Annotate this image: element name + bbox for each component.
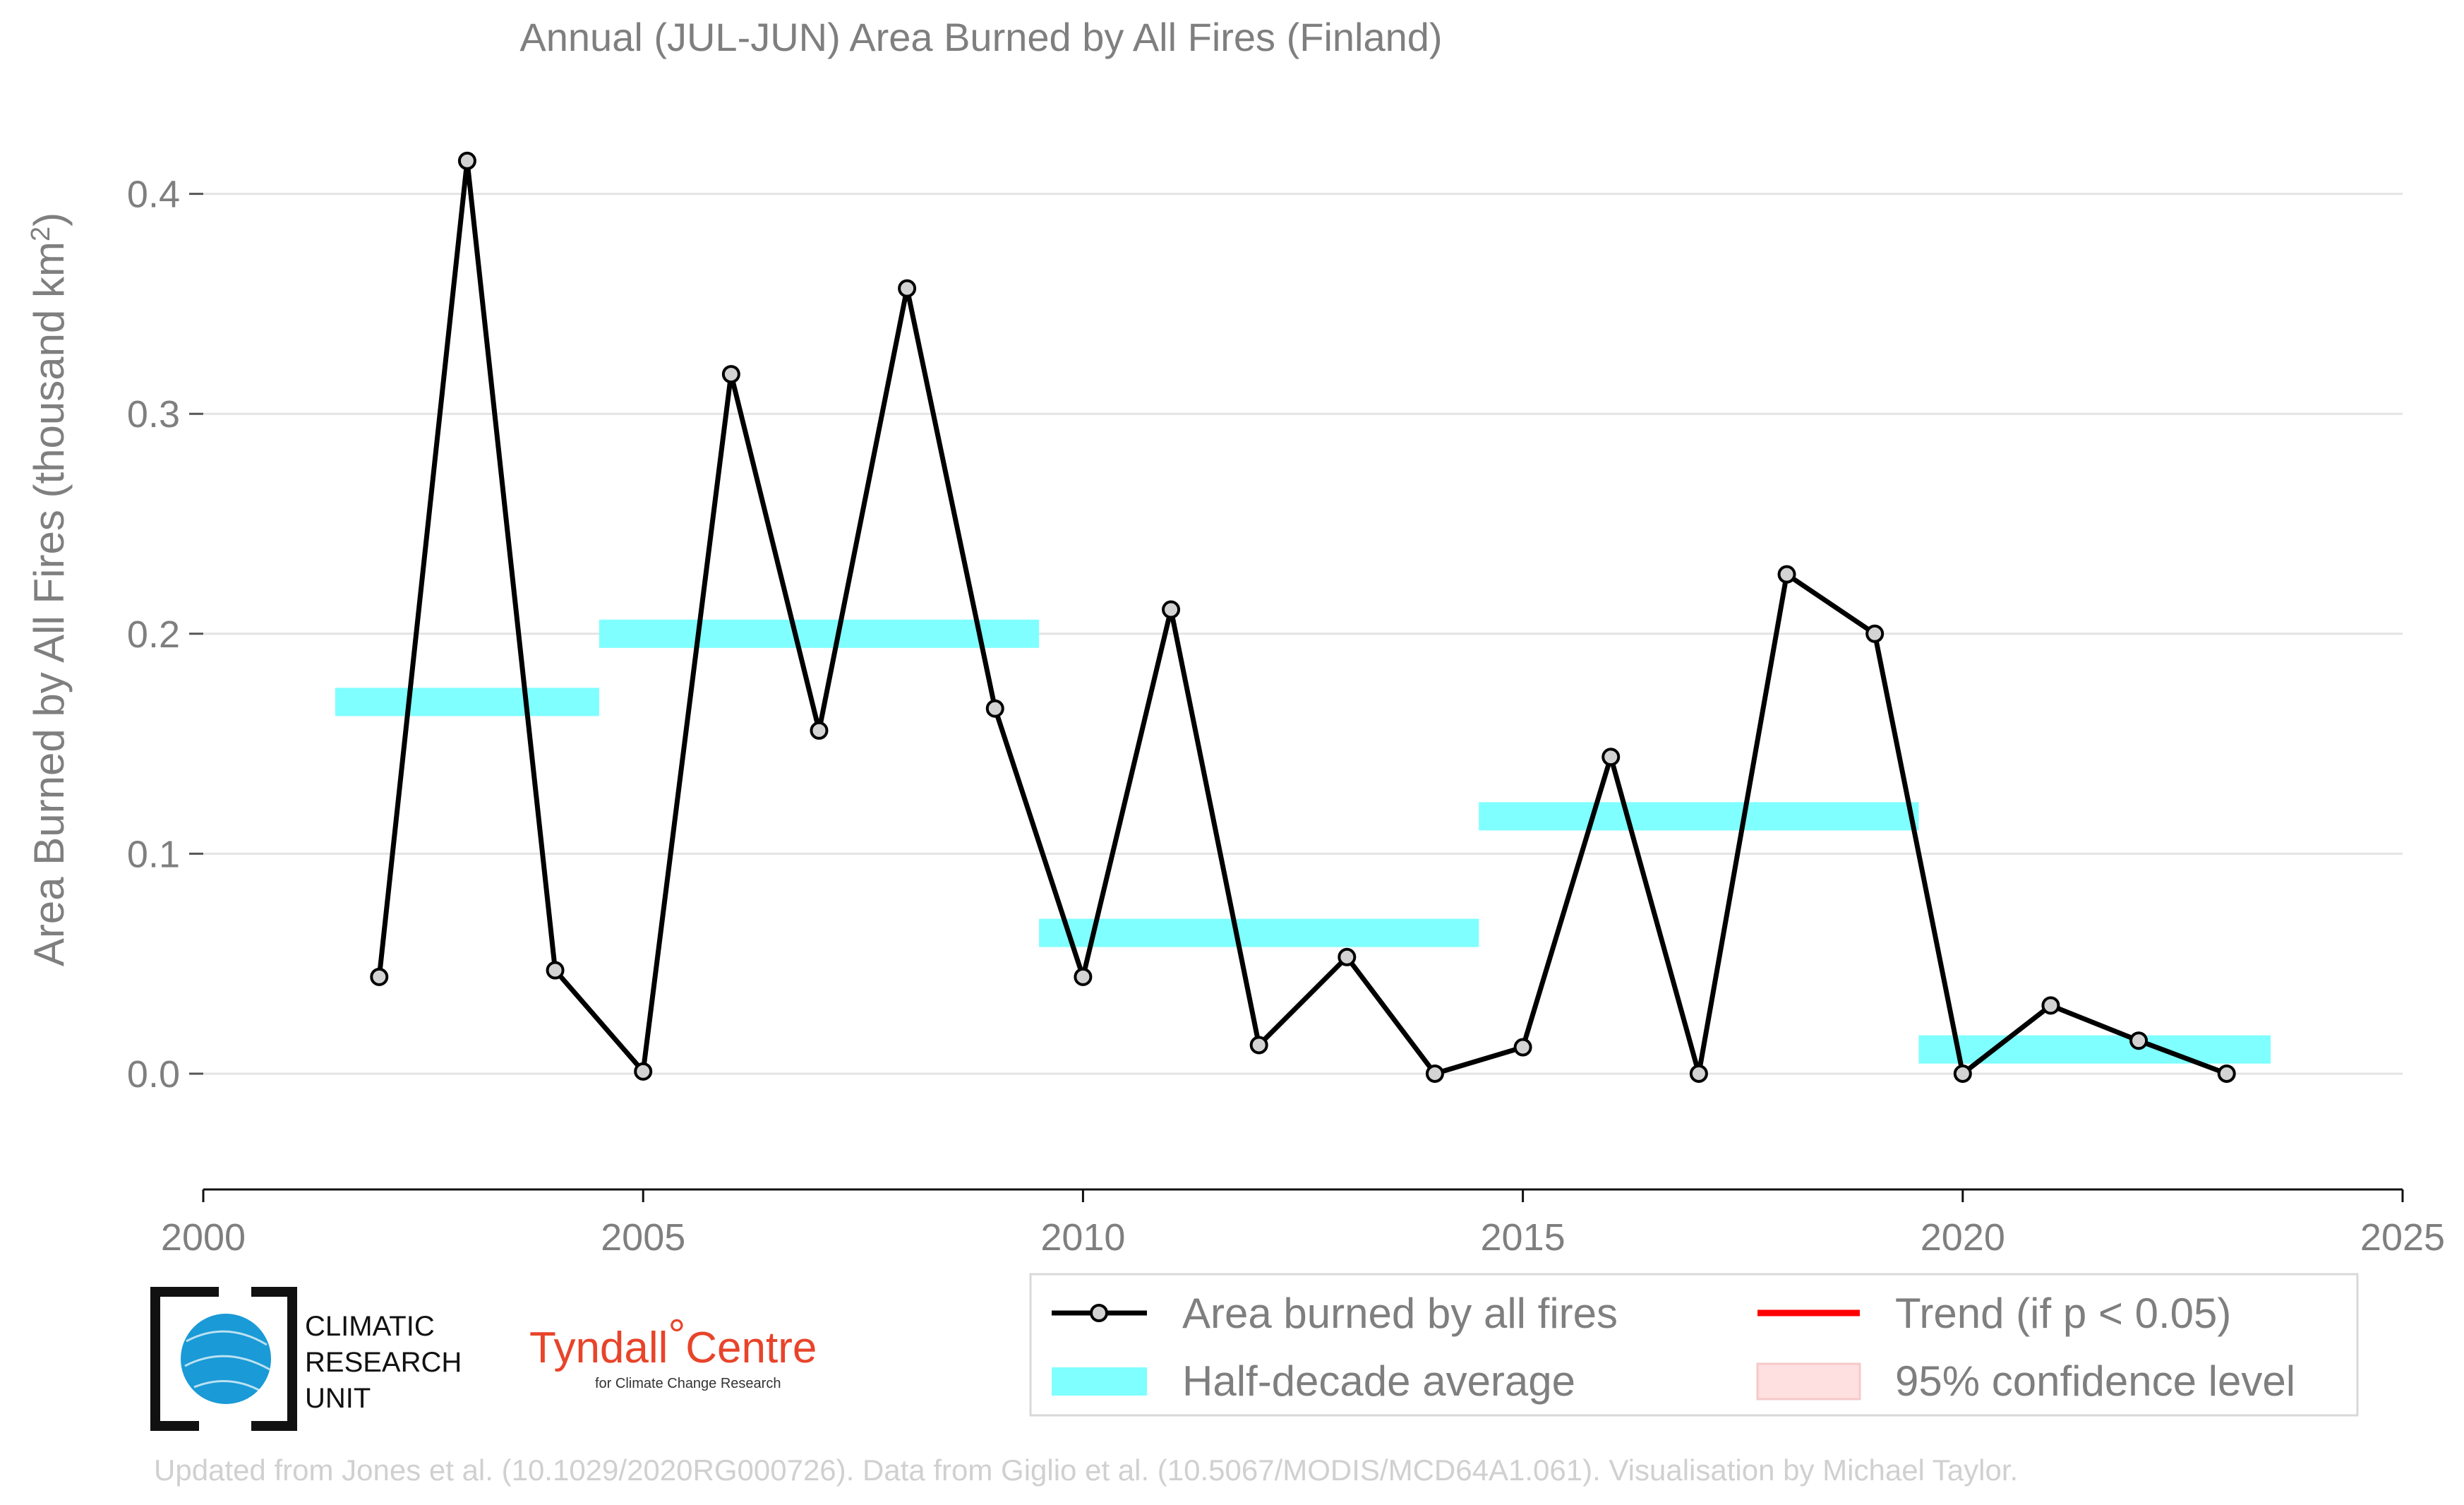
y-axis-title: Area Burned by All Fires (thousand km2) <box>25 212 73 966</box>
legend-label-half-decade: Half-decade average <box>1182 1357 1575 1405</box>
tyndall-logo-name: Tyndall°Centre <box>529 1311 817 1372</box>
data-point <box>1162 600 1181 619</box>
cru-logo-text-3: UNIT <box>305 1383 371 1414</box>
data-point <box>1513 1038 1532 1057</box>
y-axis-title-main: Area Burned by All Fires (thousand km <box>25 241 73 966</box>
credit-text: Updated from Jones et al. (10.1029/2020R… <box>154 1453 2018 1487</box>
x-tick-label: 2020 <box>1921 1216 2005 1259</box>
y-tick-label: 0.0 <box>127 1053 180 1096</box>
data-point <box>2217 1064 2236 1083</box>
x-tick-label: 2015 <box>1481 1216 1565 1259</box>
legend-label-trend: Trend (if p < 0.05) <box>1895 1290 2231 1337</box>
legend-swatch-confidence <box>1756 1362 1861 1401</box>
tyndall-logo-subtitle: for Climate Change Research <box>595 1376 781 1391</box>
half-decade-band <box>1479 802 1919 831</box>
data-point <box>546 961 565 980</box>
half-decade-band <box>1918 1035 2271 1064</box>
data-point <box>2041 996 2060 1015</box>
half-decade-band <box>335 688 599 716</box>
y-tick-label: 0.4 <box>127 174 180 216</box>
globe-icon-lines <box>184 1330 270 1393</box>
legend-item-confidence: 95% confidence level <box>1756 1357 2295 1405</box>
y-tick-label: 0.1 <box>127 833 180 875</box>
data-point <box>1425 1064 1444 1083</box>
legend-swatch-band <box>1052 1367 1147 1396</box>
data-point <box>2129 1031 2149 1050</box>
data-point <box>898 279 917 298</box>
gridlines <box>203 193 2403 1075</box>
legend-swatch-marker <box>1090 1304 1108 1322</box>
data-point <box>1074 967 1093 986</box>
x-tick-label: 2005 <box>601 1216 685 1259</box>
series-area-burned <box>370 151 2236 1083</box>
x-axis: 2000 2005 2010 2015 2020 2025 <box>161 1188 2445 1259</box>
half-decade-band <box>599 619 1040 648</box>
data-point <box>1953 1064 1972 1083</box>
data-point <box>1689 1064 1708 1083</box>
x-tick-label: 2010 <box>1040 1216 1125 1259</box>
legend-item-trend: Trend (if p < 0.05) <box>1757 1290 2231 1337</box>
series-line-path <box>376 158 2228 1077</box>
legend-item-half-decade: Half-decade average <box>1052 1357 1575 1405</box>
tyndall-logo: Tyndall°Centre for Climate Change Resear… <box>529 1311 817 1391</box>
chart-title: Annual (JUL-JUN) Area Burned by All Fire… <box>519 15 1442 59</box>
x-tick-label: 2000 <box>161 1216 246 1259</box>
data-point <box>634 1062 653 1081</box>
y-axis-title-end: ) <box>25 212 73 227</box>
cru-logo: CLIMATIC RESEARCH UNIT <box>150 1287 462 1431</box>
data-point <box>370 967 389 986</box>
legend: Area burned by all fires Trend (if p < 0… <box>1029 1273 2359 1417</box>
data-point <box>721 365 740 384</box>
legend-item-area-burned: Area burned by all fires <box>1052 1290 1618 1337</box>
cru-logo-text-1: CLIMATIC <box>305 1311 435 1342</box>
data-point <box>457 151 476 170</box>
half-decade-average-bands <box>335 619 2271 1064</box>
data-point <box>1777 565 1796 584</box>
data-point <box>985 699 1004 718</box>
data-point <box>1865 624 1885 643</box>
x-tick-label: 2025 <box>2360 1216 2445 1259</box>
y-axis-title-superscript: 2 <box>26 227 56 241</box>
legend-box <box>1029 1273 2359 1417</box>
legend-label-confidence: 95% confidence level <box>1895 1357 2295 1405</box>
data-point <box>1601 748 1621 767</box>
legend-label-area-burned: Area burned by all fires <box>1182 1290 1618 1337</box>
y-tick-label: 0.2 <box>127 613 180 656</box>
cru-logo-bracket-left <box>150 1287 199 1431</box>
data-point <box>1338 947 1357 966</box>
half-decade-band <box>1039 918 1479 947</box>
data-point <box>810 721 829 740</box>
data-point <box>1249 1036 1268 1055</box>
y-tick-label: 0.3 <box>127 393 180 436</box>
cru-logo-text-2: RESEARCH <box>305 1347 462 1378</box>
cru-logo-bracket-right <box>251 1287 297 1431</box>
y-axis-ticks: 0.0 0.1 0.2 0.3 0.4 <box>127 174 203 1096</box>
